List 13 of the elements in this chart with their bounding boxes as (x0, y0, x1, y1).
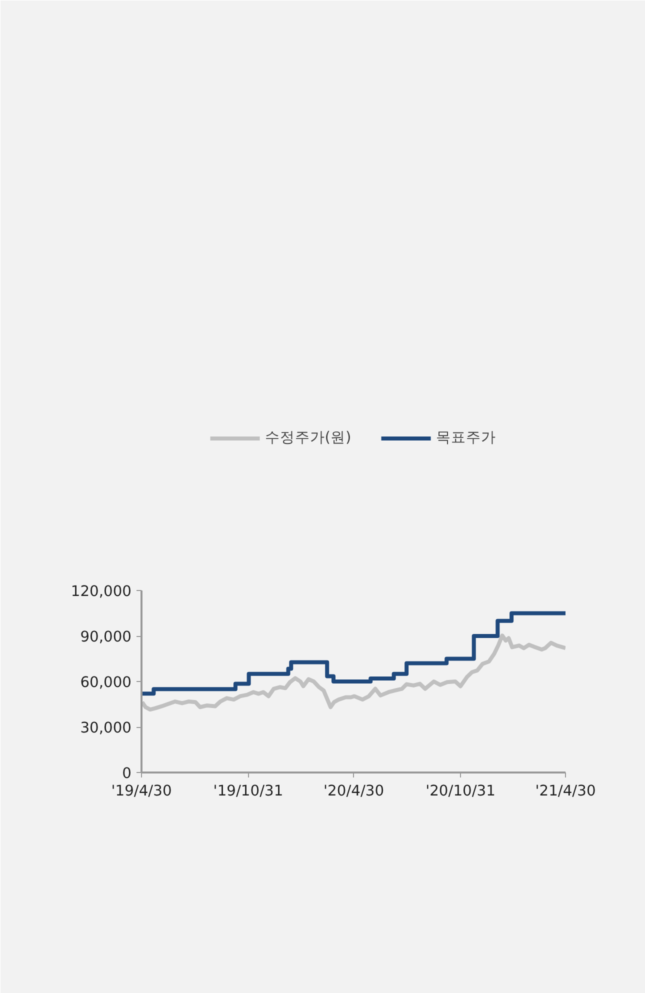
x-tick-label: '19/10/31 (213, 782, 284, 800)
y-tick-label: 0 (122, 765, 132, 782)
x-tick-label: '19/4/30 (111, 782, 172, 800)
x-tick-label: '20/10/31 (426, 782, 496, 800)
x-tick-label: '21/4/30 (535, 782, 596, 800)
line-series (142, 634, 566, 712)
y-tick-label: 30,000 (80, 720, 132, 736)
y-tick-label: 90,000 (80, 628, 132, 646)
y-tick-label: 120,000 (70, 583, 132, 600)
legend-label: 수정주가(원) (264, 428, 352, 447)
y-tick-label: 60,000 (80, 674, 132, 691)
x-tick-label: '20/4/30 (324, 782, 384, 800)
legend-label: 목표주가 (436, 428, 496, 447)
